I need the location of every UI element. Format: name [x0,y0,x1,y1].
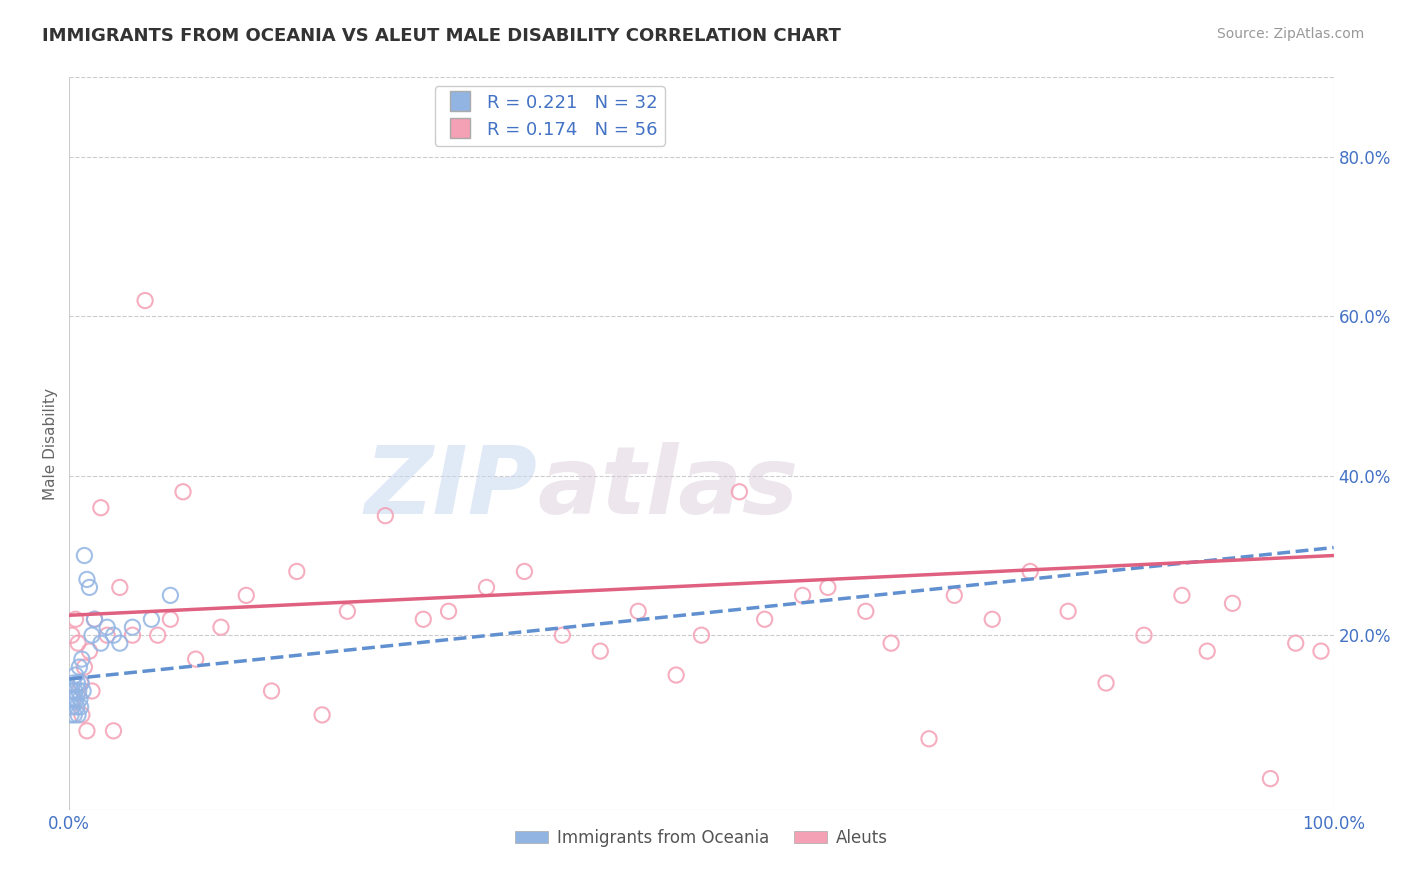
Point [336,604,359,618]
Point [79,581,101,595]
Point [67,707,90,722]
Point [690,628,713,642]
Point [285,565,308,579]
Point [65,668,87,682]
Point [67,684,90,698]
Point [121,620,143,634]
Point [62,676,84,690]
Point [1171,588,1194,602]
Point [918,731,941,746]
Point [73,660,96,674]
Point [880,636,903,650]
Point [412,612,434,626]
Point [76,723,98,738]
Point [65,692,87,706]
Point [754,612,776,626]
Point [65,612,87,626]
Point [943,588,966,602]
Point [1095,676,1118,690]
Point [63,684,86,698]
Text: ZIP: ZIP [364,442,537,534]
Point [855,604,877,618]
Point [80,628,103,642]
Point [66,676,89,690]
Y-axis label: Male Disability: Male Disability [44,388,58,500]
Point [1310,644,1333,658]
Point [1133,628,1156,642]
Point [79,644,101,658]
Point [172,484,194,499]
Point [1057,604,1080,618]
Point [83,612,105,626]
Point [589,644,612,658]
Point [437,604,460,618]
Point [70,652,93,666]
Point [1019,565,1042,579]
Point [1285,636,1308,650]
Point [551,628,574,642]
Point [475,581,498,595]
Point [60,628,83,642]
Point [665,668,688,682]
Point [728,484,751,499]
Point [260,684,283,698]
Point [80,684,103,698]
Point [70,707,93,722]
Point [981,612,1004,626]
Point [60,684,83,698]
Point [792,588,814,602]
Point [76,573,98,587]
Point [73,549,96,563]
Point [90,500,112,515]
Point [1222,596,1244,610]
Point [159,612,181,626]
Point [121,628,143,642]
Point [70,676,93,690]
Point [134,293,156,308]
Point [66,700,89,714]
Point [60,700,83,714]
Point [108,581,131,595]
Text: Source: ZipAtlas.com: Source: ZipAtlas.com [1216,27,1364,41]
Point [96,628,118,642]
Point [69,692,91,706]
Point [817,581,839,595]
Point [90,636,112,650]
Point [103,628,125,642]
Point [627,604,650,618]
Point [67,660,90,674]
Point [513,565,536,579]
Text: IMMIGRANTS FROM OCEANIA VS ALEUT MALE DISABILITY CORRELATION CHART: IMMIGRANTS FROM OCEANIA VS ALEUT MALE DI… [42,27,841,45]
Point [108,636,131,650]
Point [1197,644,1219,658]
Point [184,652,207,666]
Point [159,588,181,602]
Point [1260,772,1282,786]
Point [72,684,94,698]
Point [83,612,105,626]
Legend: Immigrants from Oceania, Aleuts: Immigrants from Oceania, Aleuts [509,822,894,854]
Point [374,508,396,523]
Point [67,636,90,650]
Point [59,692,82,706]
Point [311,707,333,722]
Text: atlas: atlas [537,442,799,534]
Point [209,620,232,634]
Point [69,700,91,714]
Point [62,692,84,706]
Point [96,620,118,634]
Point [146,628,169,642]
Point [63,707,86,722]
Point [141,612,163,626]
Point [62,692,84,706]
Point [103,723,125,738]
Point [69,676,91,690]
Point [60,707,83,722]
Point [235,588,257,602]
